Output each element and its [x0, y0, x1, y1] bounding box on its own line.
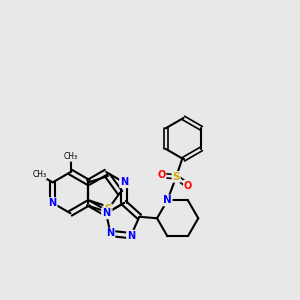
Text: N: N	[120, 177, 128, 188]
Text: O: O	[157, 170, 166, 180]
Text: N: N	[163, 195, 172, 206]
Text: O: O	[184, 181, 192, 191]
Text: S: S	[104, 204, 112, 214]
Text: N: N	[49, 198, 57, 208]
Text: CH₃: CH₃	[63, 152, 78, 161]
Text: N: N	[127, 231, 135, 241]
Text: CH₃: CH₃	[32, 170, 46, 179]
Text: N: N	[106, 229, 115, 238]
Text: S: S	[172, 172, 180, 182]
Text: N: N	[102, 208, 110, 218]
Text: N: N	[102, 208, 110, 218]
